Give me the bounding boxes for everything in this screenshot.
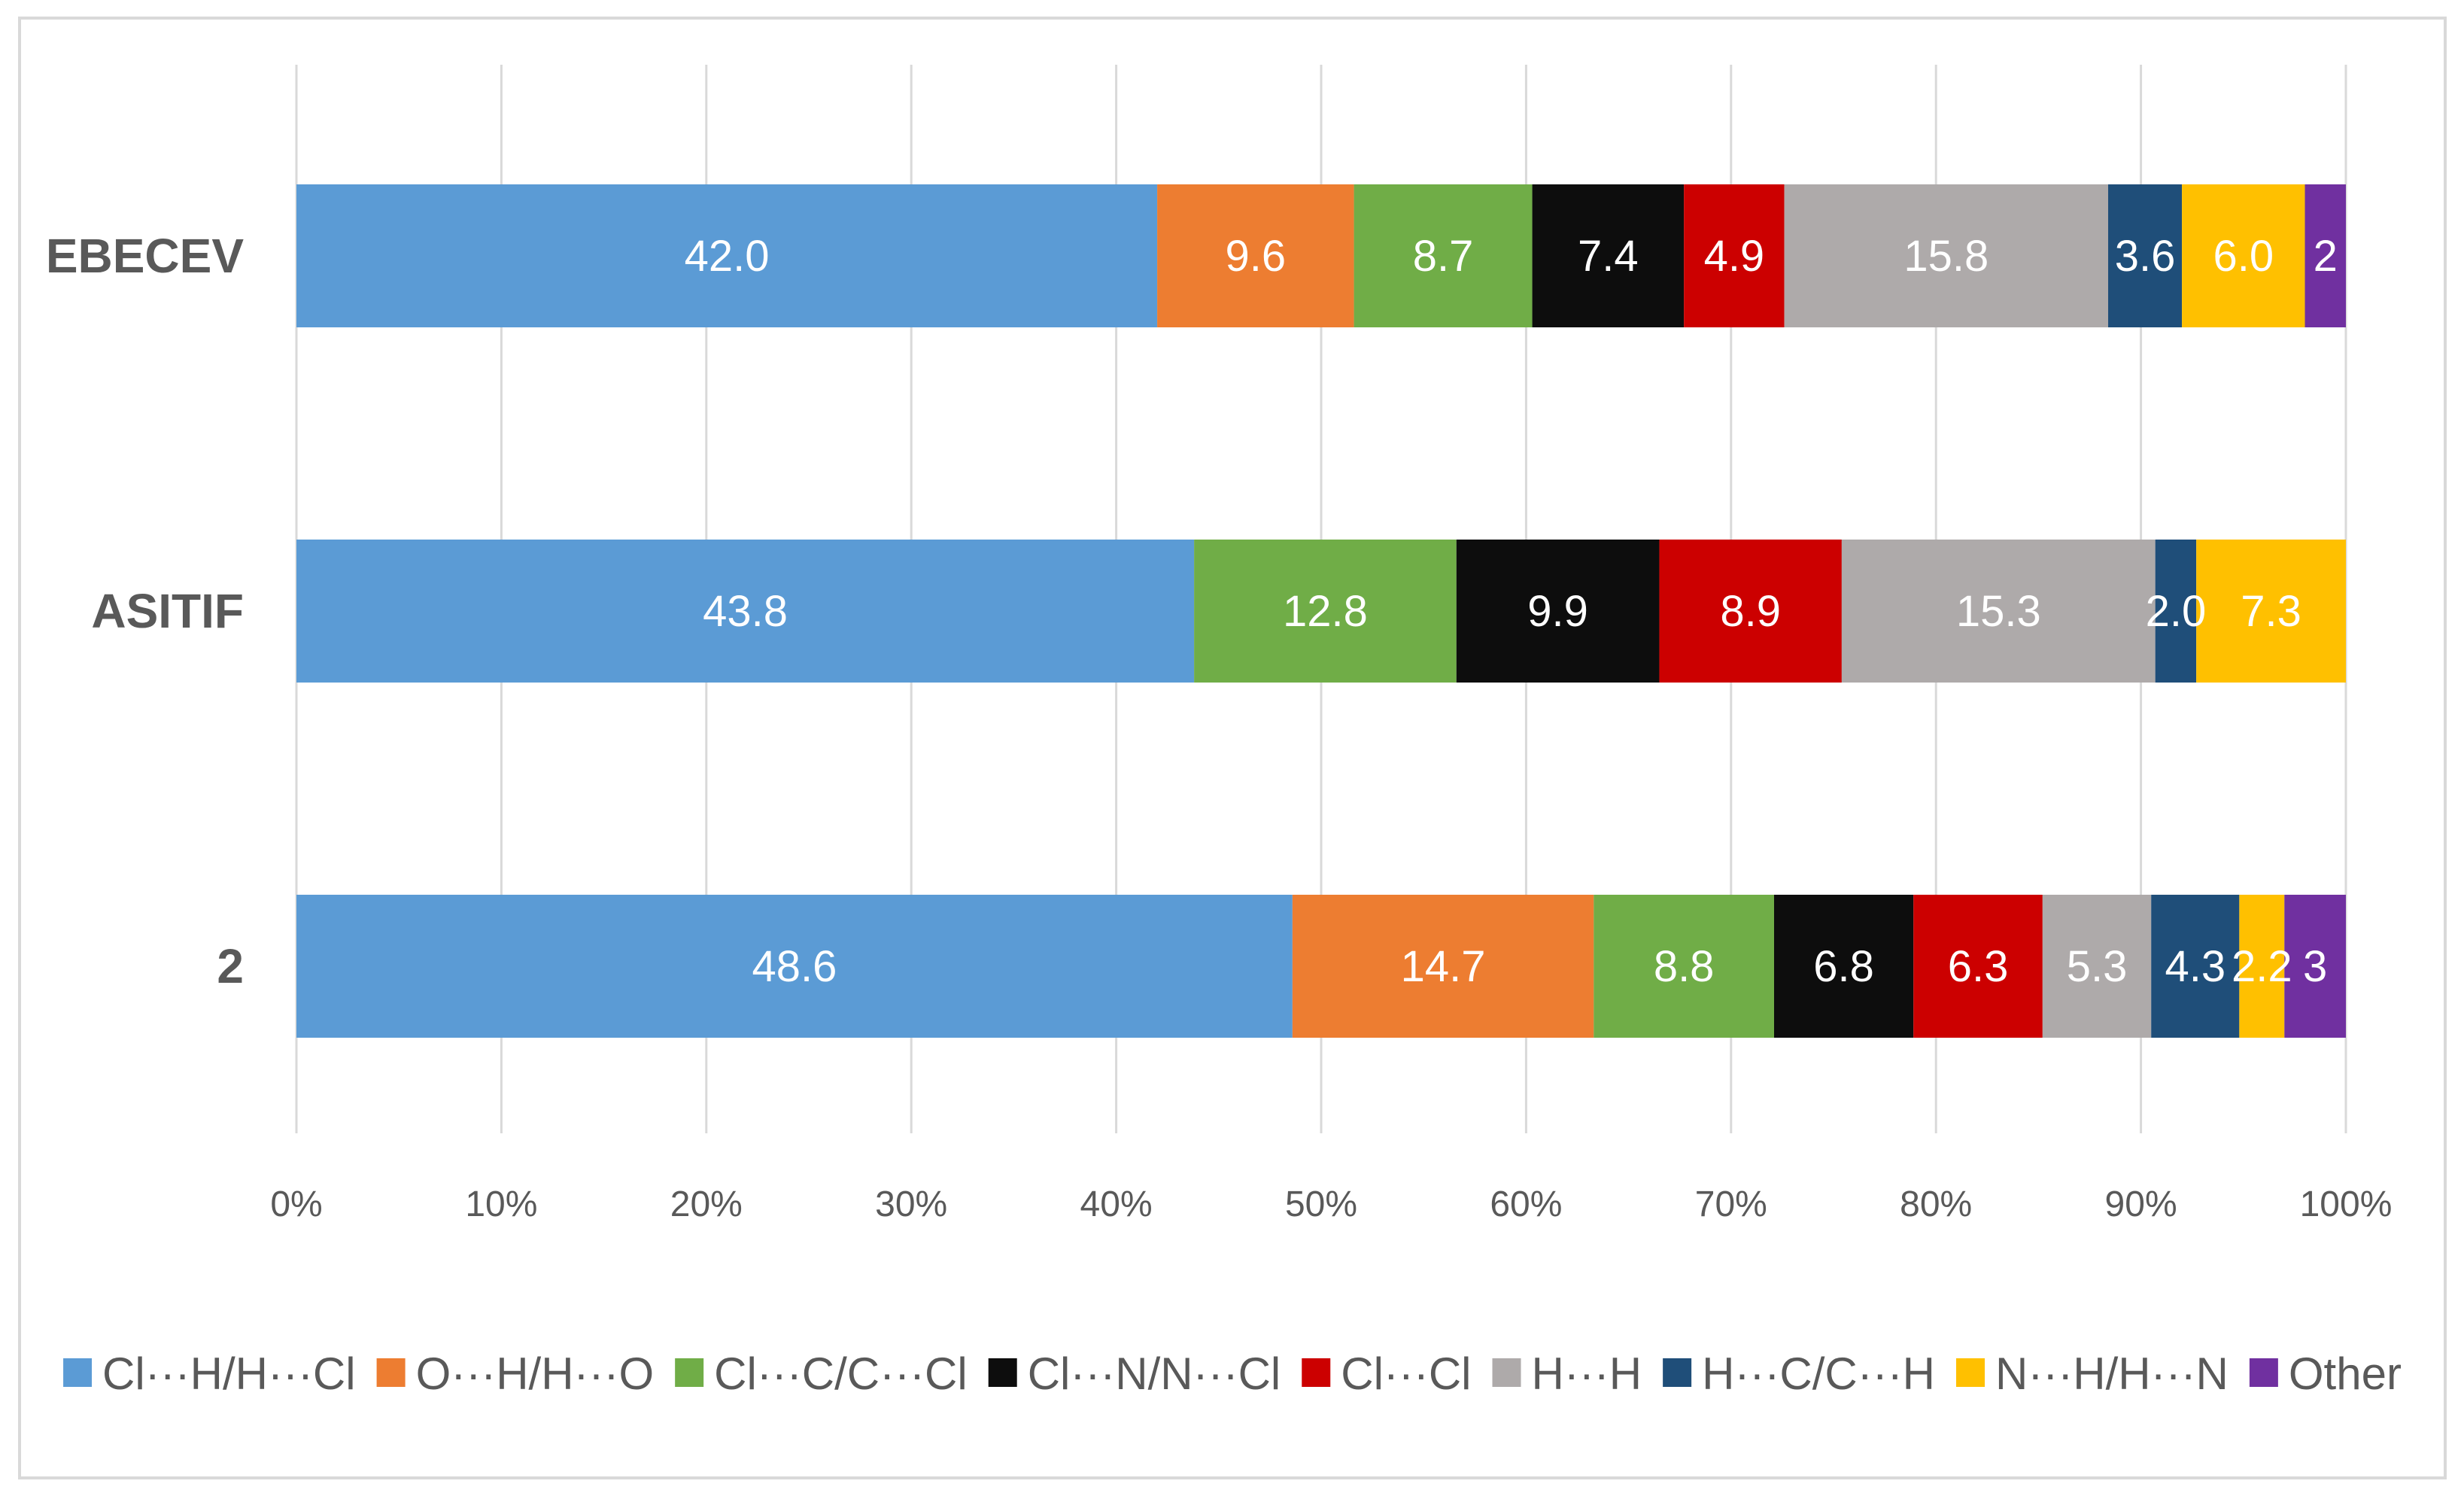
legend-item[interactable]: Cl···N/N···Cl	[988, 1349, 1281, 1399]
data-label: 7.3	[2241, 587, 2301, 636]
value-axis: 0% 10% 20% 30% 40% 50% 60% 70% 80% 90% 100%	[270, 1184, 2392, 1224]
bar-segment[interactable]	[1594, 895, 1775, 1038]
bar-segment[interactable]	[2042, 895, 2152, 1038]
bar-segment[interactable]	[1913, 895, 2043, 1038]
bar-segment[interactable]	[1532, 184, 1685, 327]
bar-segment[interactable]	[2239, 895, 2285, 1038]
legend-swatch	[2249, 1358, 2278, 1387]
data-label: 5.3	[2067, 942, 2128, 991]
legend-label: O···H/H···O	[416, 1349, 655, 1399]
legend-label: H···C/C···H	[1702, 1349, 1935, 1399]
data-label: 6.8	[1813, 942, 1874, 991]
bar-segment[interactable]	[296, 895, 1293, 1038]
legend-item[interactable]: Cl···Cl	[1302, 1349, 1472, 1399]
legend-label: Cl···C/C···Cl	[714, 1349, 968, 1399]
data-label: 4.9	[1704, 232, 1765, 281]
bar-segment[interactable]	[296, 184, 1158, 327]
x-tick-label: 30%	[875, 1184, 947, 1224]
legend-swatch	[1492, 1358, 1521, 1387]
bar-segment[interactable]	[2304, 184, 2346, 327]
bar-segment[interactable]	[1841, 540, 2156, 683]
x-tick-label: 70%	[1695, 1184, 1767, 1224]
legend-item[interactable]: O···H/H···O	[376, 1349, 655, 1399]
bar-segment[interactable]	[2108, 184, 2183, 327]
data-label: 2.2	[2232, 942, 2292, 991]
legend-item[interactable]: H···H	[1492, 1349, 1642, 1399]
legend-swatch	[988, 1358, 1017, 1387]
bar-segment[interactable]	[1157, 184, 1354, 327]
bar-segment[interactable]	[1456, 540, 1660, 683]
bar-segment[interactable]	[1194, 540, 1457, 683]
legend[interactable]: Cl···H/H···Cl O···H/H···O Cl···C/C···Cl Cl·…	[63, 1349, 2402, 1399]
data-label: 8.7	[1413, 232, 1474, 281]
data-label: 15.8	[1903, 232, 1989, 281]
data-label: 8.9	[1720, 587, 1781, 636]
x-tick-label: 20%	[670, 1184, 743, 1224]
legend-item[interactable]: Cl···H/H···Cl	[63, 1349, 356, 1399]
bar-segment[interactable]	[296, 540, 1195, 683]
data-labels: 42.0 9.6 8.7 7.4 4.9 15.8 3.6 6.0 2 43.8 12.8 9.9 8.…	[685, 232, 2338, 991]
bar-chart: 42.0 9.6 8.7 7.4 4.9 15.8 3.6 6.0 2 43.8 12.8 9.9 8.…	[46, 65, 2402, 1399]
legend-item[interactable]: H···C/C···H	[1663, 1349, 1935, 1399]
bar-segment[interactable]	[1292, 895, 1594, 1038]
x-tick-label: 60%	[1490, 1184, 1562, 1224]
x-tick-label: 90%	[2105, 1184, 2177, 1224]
legend-label: Cl···H/H···Cl	[102, 1349, 356, 1399]
data-label: 42.0	[685, 232, 770, 281]
data-label: 9.9	[1527, 587, 1588, 636]
bar-segment[interactable]	[1659, 540, 1842, 683]
legend-swatch	[1663, 1358, 1692, 1387]
x-tick-label: 80%	[1900, 1184, 1972, 1224]
legend-label: Cl···N/N···Cl	[1028, 1349, 1281, 1399]
data-label: 43.8	[703, 587, 788, 636]
data-label: 48.6	[752, 942, 837, 991]
data-label: 14.7	[1401, 942, 1486, 991]
legend-label: Other	[2289, 1349, 2402, 1399]
data-label: 2.0	[2146, 587, 2207, 636]
bars	[296, 184, 2346, 1038]
x-tick-label: 10%	[465, 1184, 537, 1224]
legend-swatch	[376, 1358, 406, 1387]
data-label: 3	[2303, 942, 2327, 991]
legend-item[interactable]: N···H/H···N	[1956, 1349, 2229, 1399]
chart-frame: 42.0 9.6 8.7 7.4 4.9 15.8 3.6 6.0 2 43.8 12.8 9.9 8.…	[18, 17, 2447, 1479]
category-label: EBECEV	[46, 229, 245, 283]
bar-segment[interactable]	[2182, 184, 2305, 327]
data-label: 6.3	[1948, 942, 2009, 991]
bar-segment[interactable]	[1774, 895, 1914, 1038]
legend-swatch	[1302, 1358, 1331, 1387]
x-tick-label: 40%	[1080, 1184, 1153, 1224]
legend-item[interactable]: Other	[2249, 1349, 2402, 1399]
data-label: 9.6	[1226, 232, 1287, 281]
category-label: 2	[217, 939, 244, 993]
data-label: 15.3	[1956, 587, 2041, 636]
legend-swatch	[63, 1358, 93, 1387]
bar-segment[interactable]	[1354, 184, 1533, 327]
category-label: ASITIF	[91, 584, 244, 638]
x-tick-label: 0%	[270, 1184, 322, 1224]
bar-segment[interactable]	[2151, 895, 2240, 1038]
data-label: 4.3	[2165, 942, 2225, 991]
legend-swatch	[675, 1358, 704, 1387]
bar-segment[interactable]	[2284, 895, 2346, 1038]
bar-segment[interactable]	[1784, 184, 2109, 327]
bar-segment[interactable]	[1684, 184, 1785, 327]
legend-label: N···H/H···N	[1995, 1349, 2229, 1399]
legend-swatch	[1956, 1358, 1985, 1387]
legend-label: H···H	[1532, 1349, 1642, 1399]
legend-item[interactable]: Cl···C/C···Cl	[675, 1349, 968, 1399]
legend-label: Cl···Cl	[1341, 1349, 1471, 1399]
data-label: 7.4	[1578, 232, 1639, 281]
data-label: 12.8	[1283, 587, 1368, 636]
data-label: 6.0	[2213, 232, 2274, 281]
category-axis: EBECEV ASITIF 2	[46, 229, 245, 993]
bar-segment[interactable]	[2155, 540, 2197, 683]
x-tick-label: 50%	[1285, 1184, 1357, 1224]
bar-segment[interactable]	[2196, 540, 2346, 683]
data-label: 8.8	[1654, 942, 1715, 991]
x-tick-label: 100%	[2300, 1184, 2393, 1224]
data-label: 3.6	[2115, 232, 2176, 281]
data-label: 2	[2314, 232, 2338, 281]
